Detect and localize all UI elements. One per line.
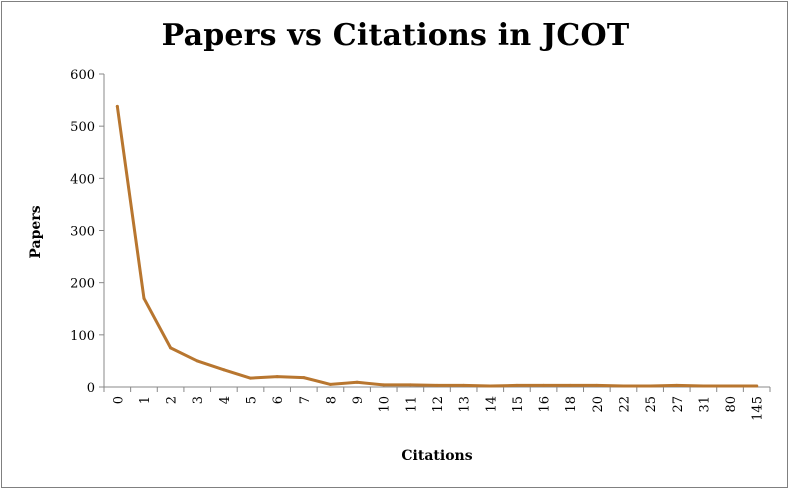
y-tick-label: 100 [70,329,95,344]
x-tick-label: 18 [564,396,579,413]
data-point [515,383,519,387]
x-tick-label: 27 [671,396,686,413]
x-tick-label: 15 [511,396,526,413]
x-tick-label: 0 [111,396,126,404]
x-tick-label: 11 [404,396,419,413]
data-point [328,382,332,386]
data-point [355,380,359,384]
y-tick-label: 0 [87,381,95,396]
x-tick-label: 20 [591,396,606,413]
x-tick-label: 25 [644,396,659,413]
x-tick-label: 80 [724,396,739,413]
data-point [169,346,173,350]
data-point [568,383,572,387]
x-tick-label: 6 [271,396,286,404]
chart-title: Papers vs Citations in JCOT [161,18,630,53]
x-tick-label: 14 [484,396,499,413]
x-tick-label: 31 [697,396,712,413]
x-axis-label: Citations [401,448,473,464]
x-tick-label: 1 [138,396,153,404]
x-tick-label: 145 [751,396,766,421]
data-point [435,383,439,387]
data-point [249,376,253,380]
data-point [222,368,226,372]
data-point [195,359,199,363]
x-tick-label: 8 [324,396,339,404]
x-tick-label: 13 [458,396,473,413]
data-point [488,384,492,388]
x-tick-label: 5 [245,396,260,404]
data-point [382,383,386,387]
x-tick-label: 9 [351,396,366,404]
data-point [542,383,546,387]
x-tick-label: 7 [298,396,313,404]
y-tick-label: 600 [70,68,95,83]
series-line [115,104,759,388]
data-point [675,383,679,387]
data-point [728,384,732,388]
data-point [595,383,599,387]
y-tick-label: 200 [70,277,95,292]
data-point [275,375,279,379]
x-tick-label: 16 [538,396,553,413]
x-tick-label: 3 [191,396,206,404]
x-tick-label: 22 [617,396,632,413]
x-tick-label: 4 [218,396,233,404]
data-point [621,384,625,388]
x-tick-label: 10 [378,396,393,413]
data-point [115,104,119,108]
data-point [462,383,466,387]
data-point [701,384,705,388]
data-point [755,384,759,388]
y-tick-label: 400 [70,172,95,187]
data-point [648,384,652,388]
x-tick-label: 12 [431,396,446,413]
y-tick-label: 300 [70,225,95,240]
data-point [302,376,306,380]
data-point [408,383,412,387]
y-tick-label: 500 [70,120,95,135]
x-tick-label: 2 [165,396,180,404]
data-point [142,296,146,300]
